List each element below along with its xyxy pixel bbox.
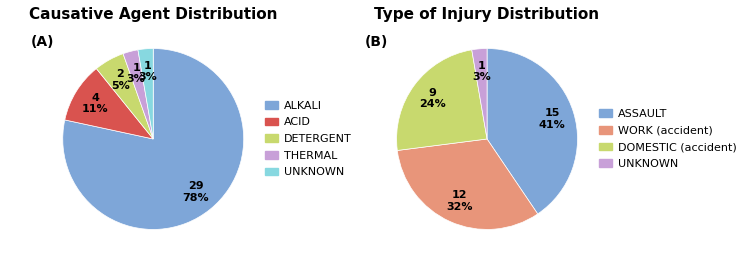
Text: 2
5%: 2 5% (111, 69, 130, 91)
Text: 4
11%: 4 11% (82, 93, 109, 114)
Text: 1
3%: 1 3% (138, 61, 157, 82)
Text: 15
41%: 15 41% (538, 108, 566, 130)
Text: 29
78%: 29 78% (182, 181, 209, 203)
Title: Causative Agent Distribution: Causative Agent Distribution (29, 7, 278, 22)
Legend: ALKALI, ACID, DETERGENT, THERMAL, UNKNOWN: ALKALI, ACID, DETERGENT, THERMAL, UNKNOW… (260, 96, 356, 182)
Wedge shape (63, 48, 244, 229)
Text: 1
3%: 1 3% (472, 61, 490, 82)
Wedge shape (487, 48, 578, 214)
Wedge shape (97, 54, 153, 139)
Text: 9
24%: 9 24% (419, 88, 446, 109)
Wedge shape (397, 50, 487, 150)
Text: (B): (B) (365, 35, 388, 49)
Wedge shape (398, 139, 538, 229)
Text: 1
3%: 1 3% (127, 62, 146, 84)
Wedge shape (138, 48, 153, 139)
Wedge shape (472, 48, 487, 139)
Text: 12
32%: 12 32% (446, 190, 472, 212)
Wedge shape (123, 50, 153, 139)
Legend: ASSAULT, WORK (accident), DOMESTIC (accident), UNKNOWN: ASSAULT, WORK (accident), DOMESTIC (acci… (595, 105, 741, 174)
Text: (A): (A) (31, 35, 55, 49)
Title: Type of Injury Distribution: Type of Injury Distribution (374, 7, 599, 22)
Wedge shape (64, 69, 153, 139)
